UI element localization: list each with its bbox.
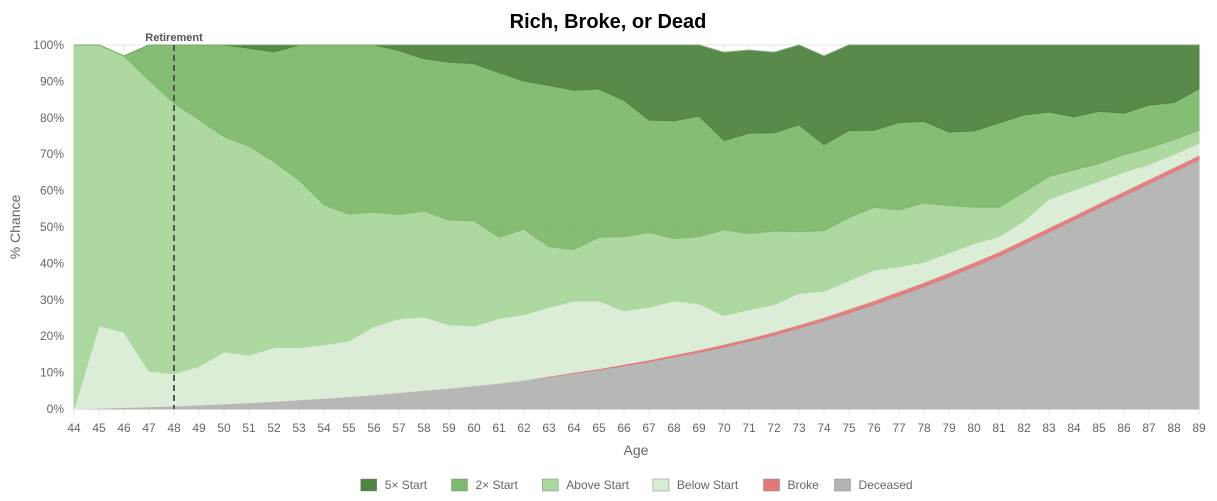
y-tick-label: 100% (33, 38, 64, 52)
x-tick-label: 89 (1192, 421, 1206, 435)
legend: 5× Start 2× Start Above Start Below Start Br… (360, 478, 913, 492)
legend-item-below-start[interactable]: Below Start (652, 478, 739, 492)
legend-label: Deceased (859, 478, 913, 492)
x-tick-label: 70 (717, 421, 731, 435)
x-tick-label: 79 (942, 421, 956, 435)
legend-item-broke[interactable]: Broke (763, 478, 820, 492)
x-tick-label: 80 (967, 421, 981, 435)
legend-item-5-start[interactable]: 5× Start (360, 478, 428, 492)
x-tick-label: 50 (217, 421, 231, 435)
y-tick-label: 60% (40, 184, 64, 198)
y-tick-label: 50% (40, 220, 64, 234)
x-tick-label: 83 (1042, 421, 1056, 435)
legend-swatch (451, 478, 468, 492)
legend-swatch (652, 478, 670, 492)
x-tick-label: 68 (667, 421, 681, 435)
legend-label: 5× Start (385, 478, 428, 492)
retirement-annotation: Retirement (145, 32, 203, 409)
y-tick-label: 70% (40, 147, 64, 161)
x-tick-label: 44 (67, 421, 81, 435)
chart-title: Rich, Broke, or Dead (510, 11, 707, 33)
y-tick-label: 90% (40, 74, 64, 88)
x-tick-label: 77 (892, 421, 906, 435)
x-tick-label: 64 (567, 421, 581, 435)
x-tick-label: 49 (192, 421, 206, 435)
x-tick-label: 66 (617, 421, 631, 435)
x-tick-label: 88 (1167, 421, 1181, 435)
x-tick-label: 53 (292, 421, 306, 435)
legend-label: 2× Start (476, 478, 519, 492)
retirement-label: Retirement (145, 32, 203, 44)
x-tick-label: 55 (342, 421, 356, 435)
x-tick-label: 62 (517, 421, 531, 435)
x-tick-label: 54 (317, 421, 331, 435)
x-tick-label: 46 (117, 421, 131, 435)
x-tick-label: 84 (1067, 421, 1081, 435)
x-tick-label: 87 (1142, 421, 1156, 435)
x-tick-label: 81 (992, 421, 1006, 435)
x-tick-label: 58 (417, 421, 431, 435)
x-tick-label: 67 (642, 421, 656, 435)
y-tick-label: 0% (47, 402, 65, 416)
legend-item-above-start[interactable]: Above Start (542, 478, 630, 492)
y-tick-label: 30% (40, 293, 64, 307)
legend-item-2-start[interactable]: 2× Start (451, 478, 519, 492)
x-tick-label: 72 (767, 421, 781, 435)
y-tick-label: 40% (40, 256, 64, 270)
x-tick-label: 45 (92, 421, 106, 435)
x-tick-label: 57 (392, 421, 406, 435)
series-areas (73, 44, 1200, 410)
x-tick-label: 61 (492, 421, 506, 435)
legend-swatch (360, 478, 377, 492)
x-tick-label: 56 (367, 421, 381, 435)
legend-label: Broke (788, 478, 820, 492)
legend-label: Below Start (677, 478, 739, 492)
legend-swatch (834, 478, 851, 492)
x-tick-label: 63 (542, 421, 556, 435)
series-line-5-start (74, 44, 1199, 57)
x-tick-label: 82 (1017, 421, 1031, 435)
legend-item-deceased[interactable]: Deceased (834, 478, 913, 492)
x-tick-label: 60 (467, 421, 481, 435)
y-tick-label: 80% (40, 111, 64, 125)
x-tick-label: 71 (742, 421, 756, 435)
x-tick-label: 65 (592, 421, 606, 435)
x-tick-label: 74 (817, 421, 831, 435)
y-axis-label: % Chance (7, 194, 23, 259)
x-tick-label: 69 (692, 421, 706, 435)
y-tick-label: 20% (40, 329, 64, 343)
x-tick-label: 86 (1117, 421, 1131, 435)
x-tick-label: 75 (842, 421, 856, 435)
y-tick-label: 10% (40, 366, 64, 380)
legend-label: Above Start (566, 478, 629, 492)
axes: 0% 10% 20% 30% 40% 50% 60% 70% 80% 90% 100% 44 45 46 4… (33, 38, 1206, 435)
series-area-5-start[interactable] (74, 44, 1200, 146)
x-tick-label: 52 (267, 421, 281, 435)
x-tick-label: 73 (792, 421, 806, 435)
x-tick-label: 59 (442, 421, 456, 435)
x-tick-label: 48 (167, 421, 181, 435)
x-tick-label: 78 (917, 421, 931, 435)
legend-swatch (542, 478, 559, 492)
legend-swatch (763, 478, 780, 492)
x-tick-label: 51 (242, 421, 256, 435)
x-axis-label: Age (624, 442, 649, 458)
x-tick-label: 85 (1092, 421, 1106, 435)
x-tick-label: 47 (142, 421, 156, 435)
x-tick-label: 76 (867, 421, 881, 435)
